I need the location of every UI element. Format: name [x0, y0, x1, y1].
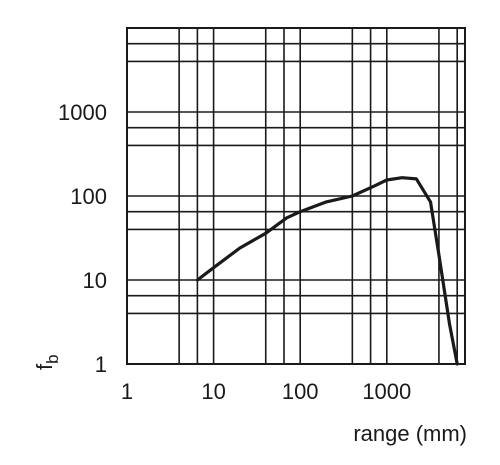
- y-axis-label: fb: [32, 354, 62, 370]
- y-axis-label-subscript: b: [43, 354, 62, 363]
- plot-frame: [126, 27, 466, 365]
- x-tick-label: 1: [121, 379, 133, 404]
- y-axis-label-main: f: [32, 363, 57, 370]
- x-tick-labels: 1 10 100 1000: [121, 379, 411, 404]
- y-tick-label: 10: [83, 268, 107, 293]
- y-tick-label: 1000: [58, 100, 107, 125]
- y-tick-label: 100: [70, 184, 107, 209]
- x-tick-label: 1000: [362, 379, 411, 404]
- x-axis-label: range (mm): [353, 421, 467, 446]
- plot-border: [126, 27, 466, 365]
- grid: [127, 28, 465, 364]
- x-tick-label: 100: [282, 379, 319, 404]
- x-tick-label: 10: [201, 379, 225, 404]
- series-line: [195, 176, 459, 366]
- svg-text:fb: fb: [32, 354, 62, 370]
- series-group: [195, 176, 459, 366]
- y-tick-labels: 1 10 100 1000: [58, 100, 107, 377]
- y-tick-label: 1: [95, 352, 107, 377]
